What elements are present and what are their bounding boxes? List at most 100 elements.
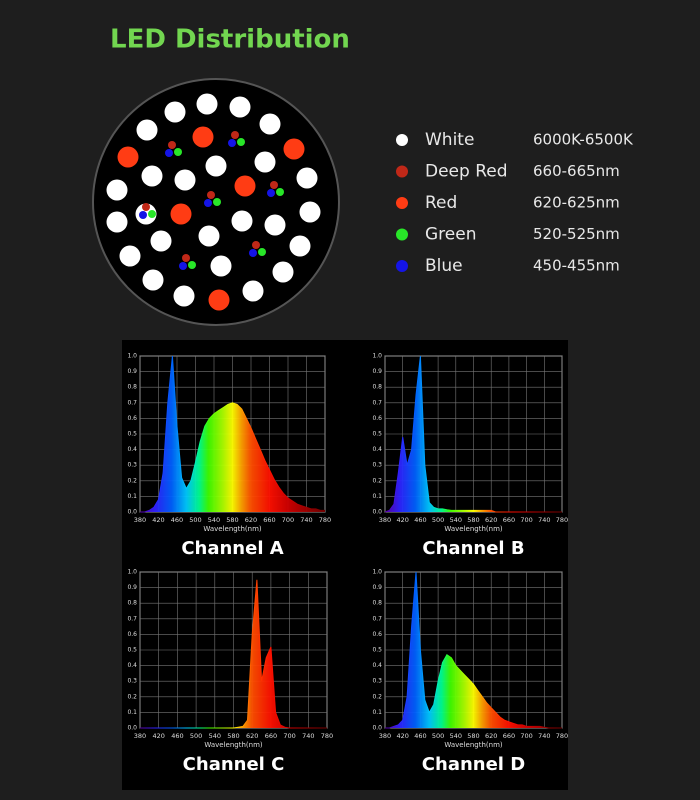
legend-dot [396, 228, 408, 241]
deep-red-led [252, 241, 260, 249]
x-tick-label: 740 [300, 516, 312, 524]
x-tick-label: 420 [152, 516, 164, 524]
x-tick-label: 660 [265, 732, 277, 740]
blue-led [228, 139, 236, 147]
x-tick-label: 500 [189, 516, 201, 524]
spectrum-line [384, 355, 562, 513]
channel-title: Channel C [183, 754, 285, 775]
white-led [272, 261, 294, 283]
deep-red-led [270, 181, 278, 189]
y-tick-label: 1.0 [372, 569, 382, 576]
y-tick-label: 0.6 [372, 415, 382, 422]
x-tick-label: 420 [152, 732, 164, 740]
legend-range: 520-525nm [533, 225, 620, 243]
blue-led [249, 249, 257, 257]
x-tick-label: 700 [520, 516, 532, 524]
y-tick-label: 0.1 [372, 493, 382, 500]
x-tick-label: 620 [485, 732, 497, 740]
channel-title: Channel B [422, 538, 524, 559]
red-led [170, 203, 192, 225]
x-tick-label: 620 [245, 516, 257, 524]
y-tick-label: 0.2 [372, 693, 382, 700]
y-tick-label: 0.6 [127, 631, 137, 638]
white-led [229, 96, 251, 118]
x-tick-label: 580 [467, 732, 479, 740]
x-tick-label: 740 [538, 732, 550, 740]
y-tick-label: 0.9 [372, 584, 382, 591]
y-tick-label: 0.3 [127, 462, 137, 469]
white-led [150, 230, 172, 252]
y-tick-label: 0.4 [372, 446, 382, 453]
red-led [117, 146, 139, 168]
y-tick-label: 0.8 [127, 384, 137, 391]
blue-led [139, 211, 147, 219]
red-led [283, 138, 305, 160]
deep-red-led [231, 131, 239, 139]
y-tick-label: 1.0 [127, 353, 137, 360]
x-tick-label: 420 [396, 516, 408, 524]
x-tick-label: 500 [432, 516, 444, 524]
red-led [208, 289, 230, 311]
x-tick-label: 420 [396, 732, 408, 740]
deep-red-led [182, 254, 190, 262]
y-tick-label: 0.6 [372, 631, 382, 638]
x-tick-label: 380 [134, 732, 146, 740]
y-tick-label: 0.3 [372, 462, 382, 469]
white-led [299, 201, 321, 223]
page-title: LED Distribution [110, 25, 350, 55]
legend-label: Green [425, 225, 476, 245]
white-led [142, 269, 164, 291]
white-led [205, 155, 227, 177]
x-tick-label: 580 [227, 732, 239, 740]
white-led [231, 210, 253, 232]
y-tick-label: 0.5 [372, 431, 382, 438]
red-led [192, 126, 214, 148]
y-tick-label: 0.9 [127, 584, 137, 591]
green-led [174, 148, 182, 156]
x-tick-label: 500 [190, 732, 202, 740]
legend-dot [396, 260, 408, 272]
y-tick-label: 0.2 [127, 693, 137, 700]
legend-range: 660-665nm [533, 162, 620, 180]
white-led [164, 101, 186, 123]
blue-led [267, 189, 275, 197]
legend-label: Blue [425, 256, 463, 276]
y-tick-label: 1.0 [372, 353, 382, 360]
x-tick-label: 780 [556, 516, 568, 524]
white-led [289, 235, 311, 257]
y-tick-label: 0.8 [372, 384, 382, 391]
y-tick-label: 0.1 [372, 709, 382, 716]
spectrum-fill [140, 356, 325, 512]
x-tick-label: 700 [283, 732, 295, 740]
y-tick-label: 0.0 [127, 725, 137, 732]
y-tick-label: 0.9 [372, 368, 382, 375]
blue-led [179, 262, 187, 270]
y-tick-label: 0.1 [127, 709, 137, 716]
deep-red-led [142, 203, 150, 211]
y-tick-label: 0.3 [127, 678, 137, 685]
blue-led [204, 199, 212, 207]
x-tick-label: 380 [379, 516, 391, 524]
x-tick-label: 660 [503, 516, 515, 524]
y-tick-label: 0.7 [372, 615, 382, 622]
legend-label: White [425, 130, 474, 150]
y-tick-label: 0.6 [127, 415, 137, 422]
x-tick-label: 460 [171, 732, 183, 740]
y-tick-label: 0.2 [372, 477, 382, 484]
y-tick-label: 1.0 [127, 569, 137, 576]
spectrum-fill [385, 356, 562, 512]
x-tick-label: 540 [208, 516, 220, 524]
y-tick-label: 0.9 [127, 368, 137, 375]
white-led [119, 245, 141, 267]
legend-range: 6000K-6500K [533, 131, 634, 149]
y-tick-label: 0.0 [372, 509, 382, 516]
x-tick-label: 780 [321, 732, 333, 740]
white-led [174, 169, 196, 191]
white-led [242, 280, 264, 302]
white-led [141, 165, 163, 187]
legend-label: Deep Red [425, 162, 508, 182]
deep-red-led [168, 141, 176, 149]
y-tick-label: 0.7 [372, 399, 382, 406]
y-tick-label: 0.0 [127, 509, 137, 516]
legend-dot [396, 134, 408, 146]
